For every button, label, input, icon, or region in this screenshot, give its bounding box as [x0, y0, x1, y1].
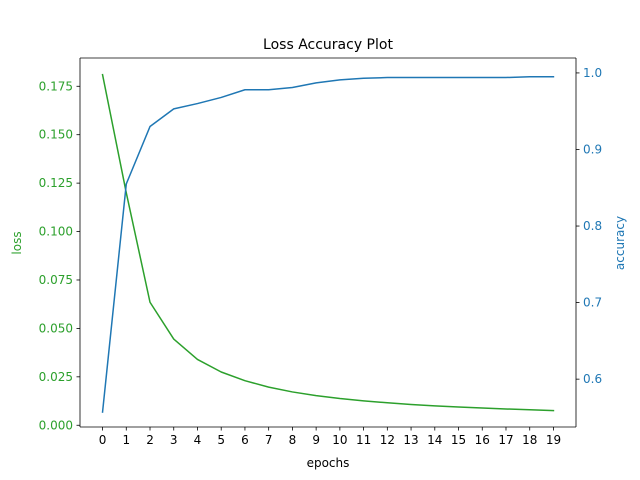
- accuracy-tick-label: 1.0: [583, 66, 602, 80]
- x-tick-label: 4: [194, 433, 202, 447]
- loss-axis-label: loss: [10, 231, 24, 254]
- accuracy-axis-label: accuracy: [613, 216, 627, 270]
- plot-frame: [79, 57, 577, 428]
- x-tick-label: 2: [146, 433, 154, 447]
- loss-tick-label: 0.050: [39, 321, 73, 335]
- accuracy-tick-label: 0.6: [583, 372, 602, 386]
- loss-tick-label: 0.025: [39, 370, 73, 384]
- x-tick-label: 19: [546, 433, 561, 447]
- x-tick-label: 7: [265, 433, 273, 447]
- x-tick-label: 13: [403, 433, 418, 447]
- x-tick-label: 15: [451, 433, 466, 447]
- x-tick-label: 17: [498, 433, 513, 447]
- loss-tick-label: 0.100: [39, 225, 73, 239]
- loss-tick-label: 0.175: [39, 79, 73, 93]
- accuracy-tick-label: 0.8: [583, 219, 602, 233]
- x-tick-label: 11: [356, 433, 371, 447]
- accuracy-line: [101, 76, 555, 413]
- loss-tick-label: 0.075: [39, 273, 73, 287]
- x-tick-label: 6: [241, 433, 249, 447]
- x-tick-label: 5: [217, 433, 225, 447]
- chart-title: Loss Accuracy Plot: [263, 37, 393, 53]
- loss-tick-label: 0.150: [39, 128, 73, 142]
- x-axis-label: epochs: [307, 456, 350, 470]
- accuracy-tick-label: 0.7: [583, 296, 602, 310]
- x-tick-label: 0: [99, 433, 107, 447]
- x-tick-label: 16: [475, 433, 490, 447]
- loss-line: [101, 73, 555, 412]
- x-tick-label: 3: [170, 433, 178, 447]
- x-tick-label: 18: [522, 433, 537, 447]
- series-lines: [101, 73, 555, 413]
- x-tick-label: 12: [380, 433, 395, 447]
- accuracy-tick-label: 0.9: [583, 142, 602, 156]
- x-axis-ticks: 0 1 2 3 4 5 6 7 8 9 10 11 12 13 14 15 16 17 18 19: [99, 427, 561, 447]
- loss-tick-label: 0.125: [39, 176, 73, 190]
- x-tick-label: 10: [332, 433, 347, 447]
- x-tick-label: 14: [427, 433, 442, 447]
- x-tick-label: 8: [289, 433, 297, 447]
- x-tick-label: 1: [122, 433, 130, 447]
- loss-axis-ticks: 0.000 0.025 0.050 0.075 0.100 0.125 0.150 0.175: [39, 79, 80, 432]
- x-tick-label: 9: [312, 433, 320, 447]
- loss-tick-label: 0.000: [39, 418, 73, 432]
- accuracy-axis-ticks: 0.6 0.7 0.8 0.9 1.0: [576, 66, 602, 386]
